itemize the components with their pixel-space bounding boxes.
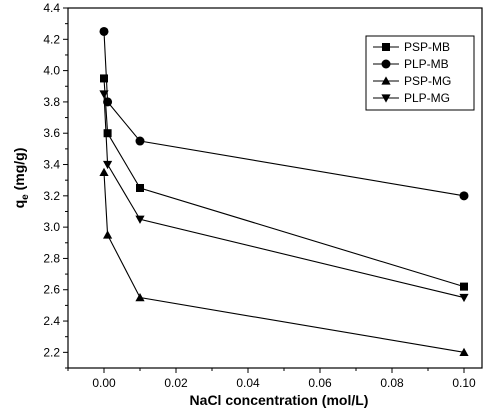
legend-marker [381, 59, 391, 69]
data-point-plp-mg [135, 215, 145, 224]
y-tick-label: 2.8 [43, 251, 60, 265]
y-tick-label: 3.4 [43, 158, 60, 172]
data-point-plp-mg [103, 160, 113, 170]
y-axis-title-unit: (mg/g) [11, 148, 27, 195]
legend-entry-plp-mb: PLP-MB [373, 57, 449, 71]
y-axis-title-main: q [11, 200, 27, 209]
x-tick-label: 0.00 [92, 376, 116, 390]
legend-label: PLP-MB [404, 57, 449, 71]
series-line-plp-mb [103, 31, 465, 197]
legend-label: PLP-MG [404, 91, 450, 105]
y-tick-label: 4.0 [43, 64, 60, 78]
data-point-plp-mb [459, 191, 469, 201]
data-point-plp-mb [99, 26, 109, 36]
data-point-psp-mg [103, 230, 113, 239]
legend-label: PSP-MG [404, 74, 451, 88]
y-tick-label: 4.4 [43, 1, 60, 15]
data-point-psp-mb [136, 184, 144, 192]
x-tick-label: 0.04 [236, 376, 260, 390]
legend-entry-psp-mg: PSP-MG [373, 74, 451, 88]
x-tick-label: 0.10 [452, 376, 476, 390]
series-psp-mg [99, 167, 469, 357]
legend-marker [382, 43, 390, 51]
legend: PSP-MB PLP-MB PSP-MG PLP-MG [365, 35, 475, 111]
y-tick-label: 2.6 [43, 283, 60, 297]
series-line-plp-mg [103, 94, 465, 299]
series-layer [99, 26, 469, 357]
axes-layer: 0.00 0.02 0.04 0.06 0.08 0.10 2.2 2.4 2.6 2.8 3.0 3… [43, 1, 483, 390]
plot-frame [67, 7, 483, 369]
y-tick-label: 4.2 [43, 32, 60, 46]
y-axis-title: qe (mg/g) [11, 148, 31, 209]
y-tick-label: 3.0 [43, 220, 60, 234]
legend-marker [381, 76, 391, 85]
legend-entry-psp-mb: PSP-MB [373, 40, 450, 54]
x-tick-label: 0.02 [164, 376, 188, 390]
data-point-plp-mb [135, 136, 145, 146]
data-point-plp-mg [459, 293, 469, 303]
data-point-plp-mb [103, 97, 113, 107]
x-axis-title: NaCl concentration (mol/L) [190, 392, 369, 408]
y-tick-label: 3.2 [43, 189, 60, 203]
axis-titles: NaCl concentration (mol/L) qe (mg/g) [11, 148, 368, 408]
y-tick-label: 2.2 [43, 345, 60, 359]
series-plp-mb [99, 26, 469, 201]
y-tick-label: 3.6 [43, 126, 60, 140]
data-point-psp-mb [460, 282, 468, 291]
data-point-psp-mg [135, 292, 145, 302]
series-line-psp-mg [103, 172, 465, 353]
data-point-psp-mg [459, 347, 469, 357]
x-tick-label: 0.08 [380, 376, 404, 390]
data-point-plp-mg [99, 90, 109, 99]
data-point-psp-mb [100, 74, 108, 83]
y-axis-title-subscript: e [20, 194, 31, 200]
legend-marker [381, 94, 391, 103]
x-tick-label: 0.06 [308, 376, 332, 390]
series-plp-mg [99, 90, 469, 303]
y-tick-label: 2.4 [43, 314, 60, 328]
legend-label: PSP-MB [404, 40, 450, 54]
legend-entry-plp-mg: PLP-MG [373, 91, 450, 105]
y-tick-label: 3.8 [43, 95, 60, 109]
data-point-psp-mg [99, 167, 109, 177]
data-point-psp-mb [103, 129, 112, 138]
